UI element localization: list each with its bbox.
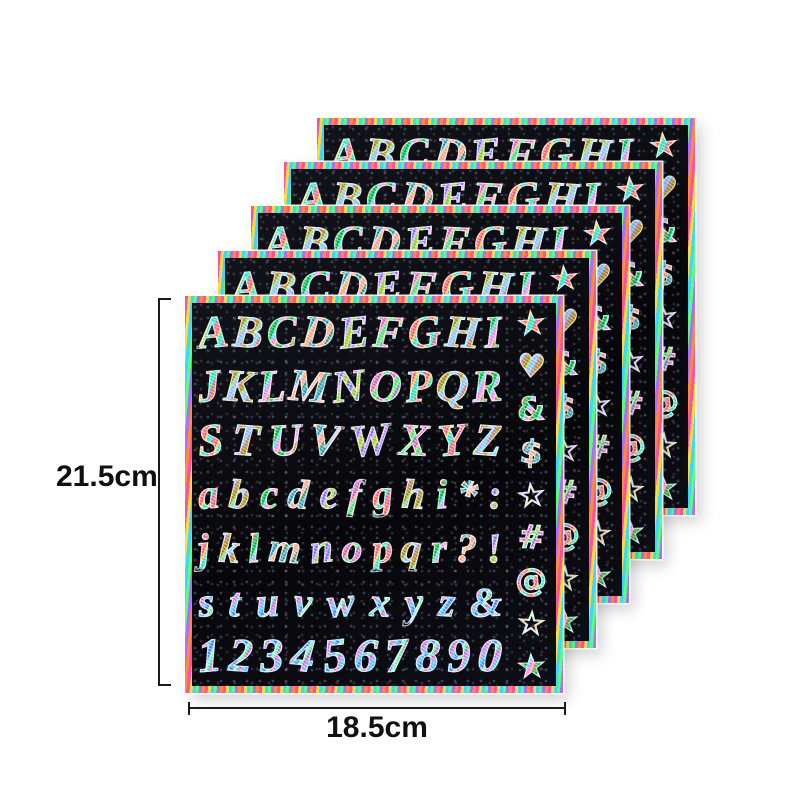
sticker-glyph: 7: [382, 628, 411, 683]
sticker-glyph: D: [299, 306, 337, 360]
sticker-glyph: n: [307, 523, 336, 572]
sticker-glyph: q: [399, 524, 424, 573]
sticker-glyph: P: [402, 360, 435, 413]
sticker-glyph: s: [195, 578, 216, 626]
sticker-glyph: W: [346, 413, 393, 468]
sticker-glyph: ★: [515, 646, 547, 686]
sticker-glyph: j: [195, 524, 212, 572]
sticker-glyph: J: [195, 360, 223, 413]
sticker-glyph: V: [308, 413, 343, 467]
sticker-glyph: p: [369, 523, 395, 572]
sticker-glyph: #: [516, 517, 546, 558]
sticker-glyph: S: [195, 414, 226, 467]
sticker-glyph: Z: [472, 414, 504, 467]
sticker-glyph: g: [369, 470, 395, 519]
sticker-glyph: h: [400, 470, 427, 519]
sticker-glyph: K: [222, 360, 257, 413]
sticker-glyph: u: [254, 578, 280, 626]
sticker-glyph: &: [515, 388, 546, 429]
sticker-glyph: c: [258, 470, 280, 518]
sticker-glyph: y: [403, 577, 426, 626]
sticker-glyph: ★: [514, 303, 547, 344]
sticker-glyph: 6: [352, 628, 379, 683]
sticker-glyph: 9: [445, 628, 473, 683]
sticker-glyph: m: [266, 523, 303, 573]
sticker-glyph: ★: [646, 125, 679, 166]
sticker-glyph: Y: [435, 413, 468, 467]
sticker-glyph: ★: [547, 258, 580, 299]
sticker-glyph: T: [230, 414, 262, 467]
symbol-column: ★ ♥ & $ ☆ # @ ☆ ★: [506, 303, 556, 686]
sticker-glyph: i: [434, 470, 449, 518]
sticker-glyph: X: [397, 414, 431, 467]
sticker-glyph: C: [265, 306, 299, 359]
sticker-glyph: 0: [476, 628, 505, 683]
sticker-glyph: R: [470, 360, 504, 413]
sticker-glyph: :: [485, 470, 505, 518]
sticker-glyph: E: [336, 305, 372, 359]
width-measure-line: [188, 702, 566, 715]
sticker-glyph: ☆: [514, 474, 548, 516]
sticker-glyph: 4: [289, 628, 318, 683]
sticker-glyph: ?: [454, 523, 480, 572]
sticker-glyph: L: [256, 360, 287, 413]
sticker-glyph: !: [483, 524, 505, 573]
sticker-glyph: ☆: [515, 603, 547, 644]
sticker-glyph: &: [468, 577, 504, 626]
sticker-glyph: $: [518, 431, 545, 472]
sticker-glyph: b: [227, 470, 252, 519]
sticker-glyph: A: [195, 306, 231, 360]
sticker-glyph: t: [227, 578, 243, 626]
width-dimension-label: 18.5cm: [326, 711, 428, 744]
sticker-glyph: w: [324, 577, 357, 627]
sticker-glyph: U: [267, 414, 303, 467]
sticker-glyph: I: [483, 306, 504, 358]
sticker-glyph: *: [455, 470, 481, 519]
sticker-glyph: k: [216, 524, 241, 573]
height-dimension-label: 21.5cm: [56, 460, 158, 493]
sticker-glyph: x: [368, 578, 392, 626]
sticker-glyph: F: [371, 306, 405, 359]
sticker-glyph: Q: [434, 360, 471, 413]
sticker-glyph: 8: [414, 628, 442, 683]
sticker-glyph: 1: [195, 628, 224, 683]
sticker-glyph: r: [429, 524, 449, 572]
sticker-glyph: G: [405, 306, 443, 360]
height-measure-line: [158, 298, 171, 686]
sticker-glyph: 3: [258, 628, 286, 683]
sticker-glyph: e: [316, 470, 340, 519]
sticker-glyph: M: [286, 359, 332, 413]
sticker-glyph: @: [513, 559, 549, 601]
sticker-glyph: z: [437, 578, 457, 626]
sticker-glyph: 5: [319, 628, 349, 683]
sticker-glyph: ★: [613, 169, 646, 210]
sticker-glyph: l: [246, 524, 261, 572]
sticker-glyph: f: [346, 470, 363, 518]
sticker-glyph: o: [340, 524, 364, 572]
sticker-glyph: 2: [227, 628, 255, 683]
sticker-glyph: N: [329, 359, 368, 413]
sticker-glyph: d: [286, 470, 312, 519]
sticker-glyph: B: [230, 306, 265, 359]
sticker-glyph: v: [291, 577, 315, 626]
sticker-glyph: ♥: [515, 345, 547, 386]
sticker-glyph: ★: [580, 213, 613, 254]
sticker-glyph: a: [195, 470, 221, 519]
sticker-glyph: H: [443, 306, 483, 360]
sticker-glyph: O: [367, 360, 403, 413]
